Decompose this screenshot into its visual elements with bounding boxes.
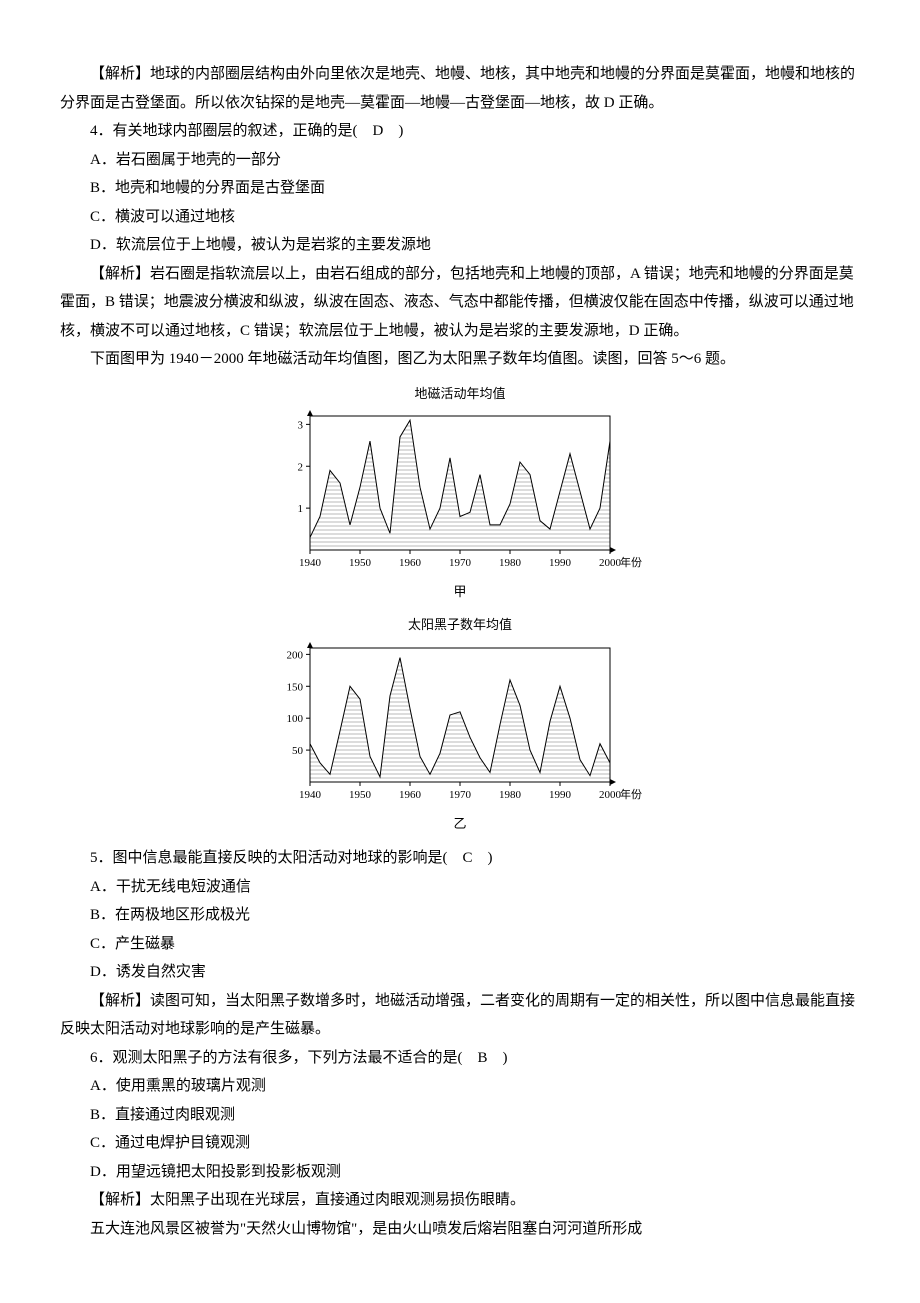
q4-choice-b: B．地壳和地幔的分界面是古登堡面 xyxy=(60,174,860,203)
svg-text:1950: 1950 xyxy=(349,789,372,801)
chart-geomagnetic-svg: 1 2 3 1940 1950 1960 1970 1980 1990 2000年份 xyxy=(270,408,650,578)
svg-text:1940: 1940 xyxy=(299,789,322,801)
chart-geomagnetic-title: 地磁活动年均值 xyxy=(60,382,860,407)
charts-lead-text: 下面图甲为 1940－2000 年地磁活动年均值图，图乙为太阳黑子数年均值图。读… xyxy=(60,345,860,374)
svg-text:1970: 1970 xyxy=(449,789,472,801)
svg-text:1990: 1990 xyxy=(549,789,572,801)
svg-text:1960: 1960 xyxy=(399,789,422,801)
svg-text:50: 50 xyxy=(292,745,304,757)
svg-text:200: 200 xyxy=(287,649,304,661)
q6-choice-c: C．通过电焊护目镜观测 xyxy=(60,1129,860,1158)
q4-stem: 4．有关地球内部圈层的叙述，正确的是( D ) xyxy=(60,117,860,146)
svg-text:1970: 1970 xyxy=(449,557,472,569)
q6-choice-d: D．用望远镜把太阳投影到投影板观测 xyxy=(60,1158,860,1187)
q4-choice-c: C．横波可以通过地核 xyxy=(60,203,860,232)
svg-text:100: 100 xyxy=(287,713,304,725)
chart-sunspot: 太阳黑子数年均值 50 100 150 200 1940 1950 1960 1970 1980… xyxy=(60,613,860,836)
svg-text:150: 150 xyxy=(287,681,304,693)
chart-geomagnetic-caption: 甲 xyxy=(60,580,860,605)
q4-choice-d: D．软流层位于上地幔，被认为是岩浆的主要发源地 xyxy=(60,231,860,260)
svg-text:1: 1 xyxy=(298,503,304,515)
svg-text:2000: 2000 xyxy=(599,557,622,569)
chart-sunspot-title: 太阳黑子数年均值 xyxy=(60,613,860,638)
q5-explanation: 【解析】读图可知，当太阳黑子数增多时，地磁活动增强，二者变化的周期有一定的相关性… xyxy=(60,987,860,1044)
q3-explanation: 【解析】地球的内部圈层结构由外向里依次是地壳、地幔、地核，其中地壳和地幔的分界面… xyxy=(60,60,860,117)
q4-explanation: 【解析】岩石圈是指软流层以上，由岩石组成的部分，包括地壳和上地幔的顶部，A 错误… xyxy=(60,260,860,346)
svg-text:1960: 1960 xyxy=(399,557,422,569)
svg-text:1940: 1940 xyxy=(299,557,322,569)
svg-text:2000: 2000 xyxy=(599,789,622,801)
svg-text:1990: 1990 xyxy=(549,557,572,569)
chart-sunspot-caption: 乙 xyxy=(60,812,860,837)
chart-geomagnetic: 地磁活动年均值 1 2 3 1940 1950 1960 1970 1980 1990 2000年… xyxy=(60,382,860,605)
q4-choice-a: A．岩石圈属于地壳的一部分 xyxy=(60,146,860,175)
chart-sunspot-svg: 50 100 150 200 1940 1950 1960 1970 1980 1990 2000年… xyxy=(270,640,650,810)
q5-choice-d: D．诱发自然灾害 xyxy=(60,958,860,987)
svg-text:1980: 1980 xyxy=(499,557,522,569)
svg-text:年份: 年份 xyxy=(620,787,642,801)
q6-explanation: 【解析】太阳黑子出现在光球层，直接通过肉眼观测易损伤眼睛。 xyxy=(60,1186,860,1215)
svg-text:1980: 1980 xyxy=(499,789,522,801)
svg-text:3: 3 xyxy=(298,420,304,432)
q6-stem: 6．观测太阳黑子的方法有很多，下列方法最不适合的是( B ) xyxy=(60,1044,860,1073)
svg-text:1950: 1950 xyxy=(349,557,372,569)
q6-choice-a: A．使用熏黑的玻璃片观测 xyxy=(60,1072,860,1101)
q6-choice-b: B．直接通过肉眼观测 xyxy=(60,1101,860,1130)
trailing-paragraph: 五大连池风景区被誉为"天然火山博物馆"，是由火山喷发后熔岩阻塞白河河道所形成 xyxy=(60,1215,860,1244)
q5-stem: 5．图中信息最能直接反映的太阳活动对地球的影响是( C ) xyxy=(60,844,860,873)
q5-choice-a: A．干扰无线电短波通信 xyxy=(60,873,860,902)
svg-text:年份: 年份 xyxy=(620,555,642,569)
q5-choice-c: C．产生磁暴 xyxy=(60,930,860,959)
q5-choice-b: B．在两极地区形成极光 xyxy=(60,901,860,930)
svg-text:2: 2 xyxy=(298,461,304,473)
